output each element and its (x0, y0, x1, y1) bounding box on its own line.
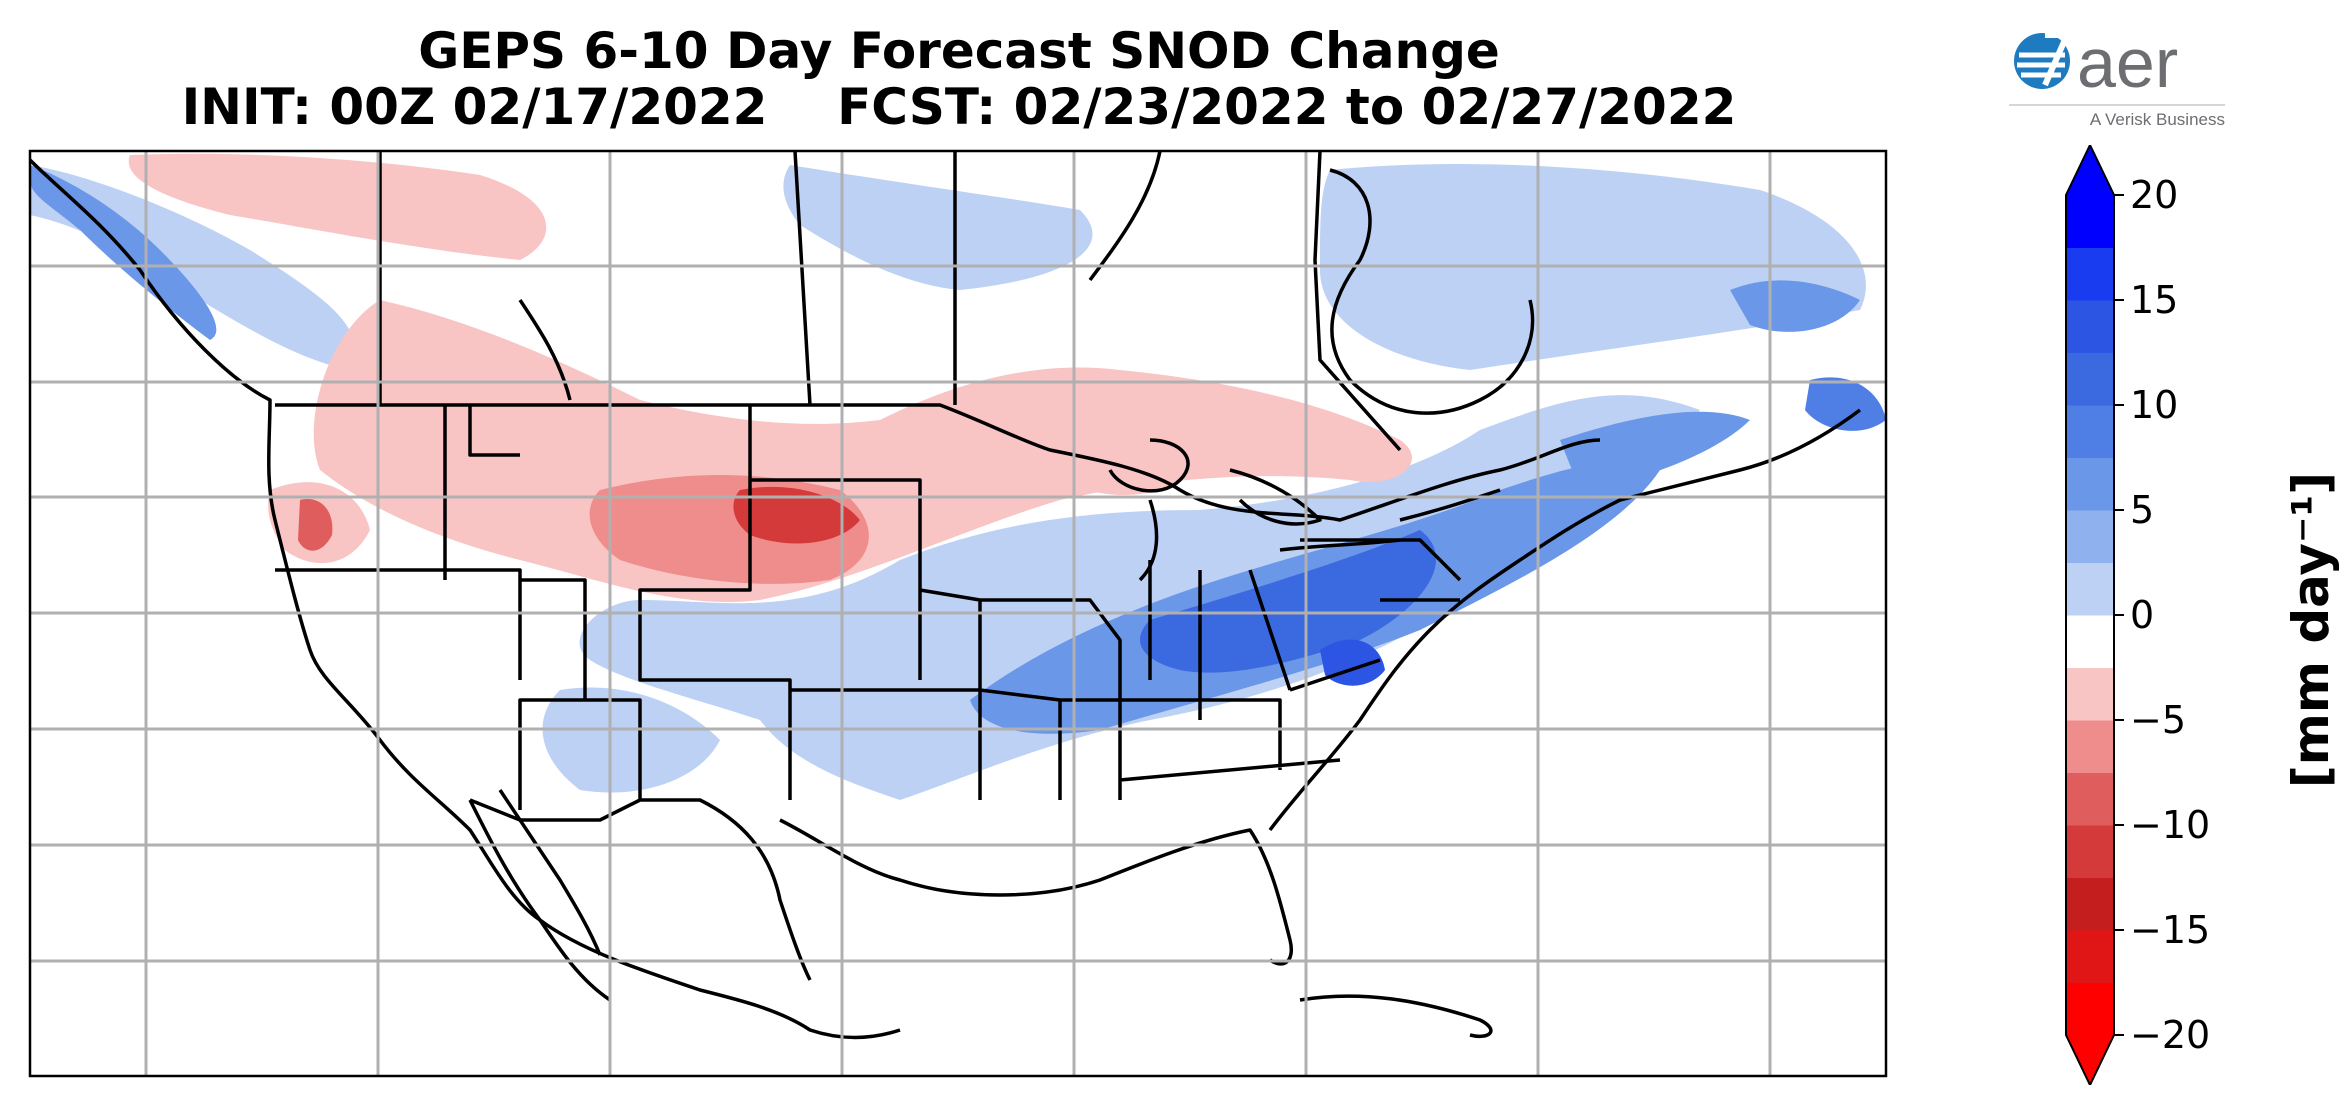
colorbar-ticks: −20 −15 −10 −5 0 5 10 15 20 (2114, 173, 2210, 1057)
colorbar-tick-label: 5 (2130, 488, 2154, 532)
us-mexico-border (469, 798, 812, 981)
fill-mid-blue-labrador (1730, 280, 1860, 332)
chart-title-line-2: INIT: 00Z 02/17/2022 FCST: 02/23/2022 to… (181, 78, 1737, 136)
colorbar-band (2066, 195, 2114, 248)
fill-light-red-n-canada (128, 153, 547, 260)
map-gridlines (30, 151, 1886, 1076)
hudson-bay (1329, 168, 1535, 415)
fill-red-oregon (298, 499, 333, 551)
great-lakes (1108, 438, 1501, 582)
colorbar-units: [mm day⁻¹] (2282, 472, 2340, 788)
colorbar-extend-min (2066, 1035, 2114, 1085)
coastlines-and-borders (30, 151, 1862, 1040)
chart-title-line-1: GEPS 6-10 Day Forecast SNOD Change (418, 22, 1500, 80)
colorbar-band (2066, 352, 2114, 406)
colorbar-band (2066, 982, 2114, 1036)
colorbar-tick-label: 10 (2130, 383, 2178, 427)
us-states (275, 405, 1462, 810)
colorbar-band (2066, 667, 2114, 721)
logo-brand: aer (2077, 25, 2178, 102)
baja-peninsula (468, 789, 611, 1002)
map-frame (28, 149, 1888, 1078)
colorbar-band (2066, 615, 2114, 668)
colorbar-tick-label: 15 (2130, 278, 2178, 322)
logo-tagline: A Verisk Business (2090, 110, 2225, 129)
colorbar-band (2066, 930, 2114, 983)
colorbar-tick-label: −5 (2130, 698, 2186, 742)
colorbar-label: [mm day⁻¹] (2282, 472, 2340, 788)
fill-dark-blue-appalachia (1140, 530, 1437, 673)
cuba (1299, 994, 1493, 1038)
colorbar-band (2066, 457, 2114, 511)
colorbar: −20 −15 −10 −5 0 5 10 15 20 (2065, 145, 2210, 1085)
colorbar-band (2066, 772, 2114, 826)
canada-us-border (275, 403, 1601, 522)
colorbar-band (2066, 405, 2114, 458)
colorbar-band (2066, 247, 2114, 301)
fill-light-red-prairies (313, 300, 1412, 602)
colorbar-band (2066, 510, 2114, 563)
colorbar-tick-label: 20 (2130, 173, 2178, 217)
gulf-coast (779, 818, 1293, 966)
fill-mid-blue-newfoundland (1805, 377, 1886, 431)
fill-light-blue-n-canada (783, 165, 1093, 290)
fill-light-red-great-lakes (1050, 437, 1180, 495)
colorbar-bands (2065, 145, 2115, 1085)
east-coast (1268, 408, 1862, 832)
colorbar-band (2066, 562, 2114, 616)
colorbar-band (2066, 300, 2114, 353)
colorbar-band (2066, 720, 2114, 773)
province-border-1 (378, 151, 1402, 452)
colorbar-band (2066, 825, 2114, 878)
colorbar-tick-label: −10 (2130, 803, 2210, 847)
colorbar-band (2066, 877, 2114, 931)
fill-dark-red-sd (733, 486, 860, 544)
aer-logo: aer A Verisk Business (2009, 25, 2225, 129)
colorbar-tick-label: −15 (2130, 908, 2210, 952)
colorbar-tick-label: 0 (2130, 593, 2154, 637)
fill-light-blue-southwest (542, 687, 720, 793)
fill-mid-blue-atlantic-canada (1560, 411, 1750, 490)
colorbar-tick-label: −20 (2130, 1013, 2210, 1057)
colorbar-extend-max (2066, 145, 2114, 195)
